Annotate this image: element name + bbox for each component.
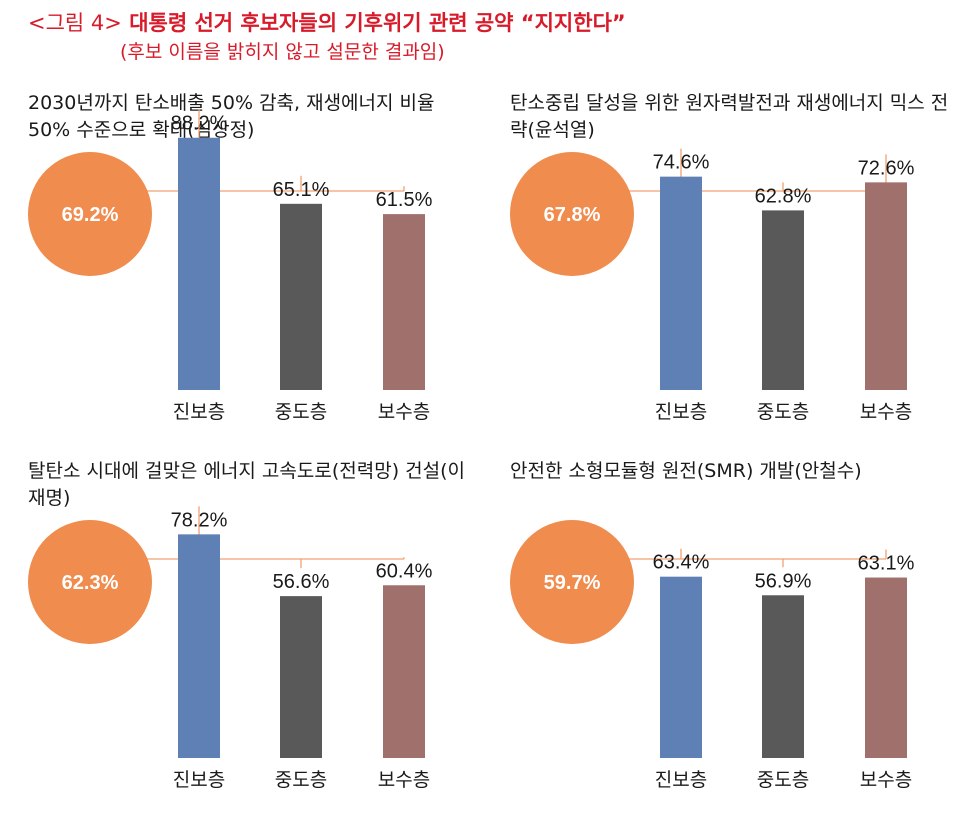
category-label: 보수층 [860, 769, 912, 791]
chart-panel-4: 안전한 소형모듈형 원전(SMR) 개발(안철수) 63.4% 진보층 56.9% 중… [510, 458, 960, 813]
bar-2 [280, 203, 322, 390]
category-label: 진보층 [173, 769, 225, 791]
value-label: 56.9% [755, 570, 812, 592]
category-label: 보수층 [378, 769, 430, 791]
overall-circle [510, 520, 634, 644]
figure-title: 대통령 선거 후보자들의 기후위기 관련 공약 “지지한다” [129, 11, 626, 35]
category-label: 보수층 [860, 401, 912, 423]
figure-subtitle: (후보 이름을 밝히지 않고 설문한 결과임) [120, 41, 445, 63]
overall-label: 62.3% [62, 572, 119, 594]
value-label: 78.2% [171, 509, 228, 531]
bar-2 [762, 210, 804, 390]
bar-3 [383, 214, 425, 390]
category-label: 중도층 [275, 769, 327, 791]
value-label: 56.6% [273, 571, 330, 593]
bar-1 [660, 576, 702, 758]
value-label: 88.2% [171, 113, 228, 135]
overall-label: 69.2% [62, 204, 119, 226]
value-label: 62.8% [755, 185, 812, 207]
value-label: 63.4% [653, 552, 710, 574]
chart-title: 탄소중립 달성을 위한 원자력발전과 재생에너지 믹스 전략(윤석열) [510, 92, 949, 141]
bar-2 [280, 596, 322, 758]
bar-1 [178, 137, 220, 390]
category-label: 진보층 [655, 769, 707, 791]
chart-title: 탈탄소 시대에 걸맞은 에너지 고속도로(전력망) 건설(이재명) [28, 460, 465, 509]
chart-svg: 88.2% 진보층 65.1% 중도층 61.5% 보수층 69.2% [28, 109, 433, 423]
category-label: 중도층 [757, 401, 809, 423]
value-label: 63.1% [858, 553, 915, 575]
figure-label: <그림 4> [28, 11, 122, 35]
chart-panel-2: 탄소중립 달성을 위한 원자력발전과 재생에너지 믹스 전략(윤석열) 74.6… [510, 90, 960, 445]
value-label: 74.6% [653, 152, 710, 174]
chart-panel-1: 2030년까지 탄소배출 50% 감축, 재생에너지 비율 50% 수준으로 확… [28, 90, 498, 445]
category-label: 중도층 [757, 769, 809, 791]
category-label: 중도층 [275, 401, 327, 423]
value-label: 60.4% [376, 560, 433, 582]
bar-3 [865, 577, 907, 758]
category-label: 보수층 [378, 401, 430, 423]
category-label: 진보층 [173, 401, 225, 423]
category-label: 진보층 [655, 401, 707, 423]
bar-1 [660, 176, 702, 390]
chart-panel-3: 탈탄소 시대에 걸맞은 에너지 고속도로(전력망) 건설(이재명) 78.2% 진… [28, 458, 498, 813]
value-label: 65.1% [273, 179, 330, 201]
figure-title-line: <그림 4> 대통령 선거 후보자들의 기후위기 관련 공약 “지지한다” [28, 8, 626, 38]
figure-header: <그림 4> 대통령 선거 후보자들의 기후위기 관련 공약 “지지한다” (후… [28, 8, 626, 66]
overall-circle [28, 520, 152, 644]
overall-circle [510, 152, 634, 276]
bar-1 [178, 534, 220, 758]
bar-2 [762, 595, 804, 758]
chart-title: 2030년까지 탄소배출 50% 감축, 재생에너지 비율 50% 수준으로 확… [28, 92, 435, 141]
chart-title: 안전한 소형모듈형 원전(SMR) 개발(안철수) [510, 460, 862, 482]
chart-svg: 78.2% 진보층 56.6% 중도층 60.4% 보수층 62.3% [28, 506, 433, 791]
chart-svg: 74.6% 진보층 62.8% 중도층 72.6% 보수층 67.8% [510, 148, 915, 423]
value-label: 72.6% [858, 157, 915, 179]
overall-label: 59.7% [544, 572, 601, 594]
bar-3 [383, 585, 425, 758]
overall-label: 67.8% [544, 204, 601, 226]
overall-circle [28, 152, 152, 276]
chart-svg: 63.4% 진보층 56.9% 중도층 63.1% 보수층 59.7% [510, 520, 915, 791]
bar-3 [865, 182, 907, 390]
value-label: 61.5% [376, 189, 433, 211]
